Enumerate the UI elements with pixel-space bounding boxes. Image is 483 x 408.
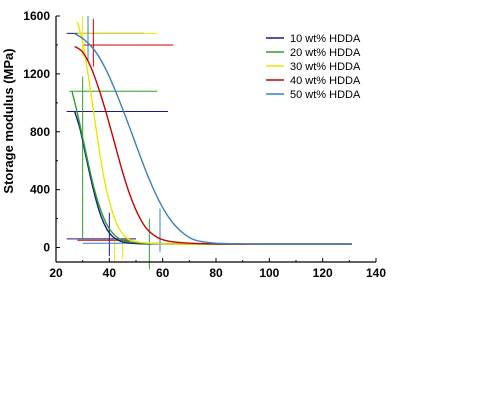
y-axis-title: Storage modulus (MPa) bbox=[1, 48, 16, 193]
y-tick-label: 1200 bbox=[23, 67, 50, 81]
x-tick-label: 100 bbox=[259, 266, 279, 280]
x-axis-ticks: 20 40 60 80 100 120 140 bbox=[49, 258, 386, 280]
y-axis-ticks: 0 400 800 1200 1600 bbox=[23, 9, 60, 255]
legend-label: 20 wt% HDDA bbox=[290, 47, 361, 59]
series-line-20-wt-hdda bbox=[71, 91, 352, 245]
x-tick-label: 40 bbox=[103, 266, 117, 280]
x-tick-label: 20 bbox=[49, 266, 63, 280]
x-tick-label: 60 bbox=[156, 266, 170, 280]
y-tick-label: 1600 bbox=[23, 9, 50, 23]
series-line-50-wt-hdda bbox=[74, 32, 353, 245]
legend-label: 10 wt% HDDA bbox=[290, 33, 361, 45]
y-tick-label: 400 bbox=[30, 183, 50, 197]
axes: 20 40 60 80 100 120 140 0 400 800 1200 1600 bbox=[23, 9, 386, 280]
plot-area bbox=[66, 16, 353, 270]
y-tick-label: 800 bbox=[30, 125, 50, 139]
x-tick-label: 140 bbox=[366, 266, 386, 280]
y-tick-label: 0 bbox=[43, 241, 50, 255]
legend-label: 40 wt% HDDA bbox=[290, 75, 361, 87]
legend-label: 50 wt% HDDA bbox=[290, 89, 361, 101]
x-tick-label: 120 bbox=[313, 266, 333, 280]
series-lines bbox=[71, 21, 353, 245]
x-tick-label: 80 bbox=[209, 266, 223, 280]
legend-label: 30 wt% HDDA bbox=[290, 61, 361, 73]
legend: 10 wt% HDDA 20 wt% HDDA 30 wt% HDDA 40 wt% … bbox=[266, 33, 361, 101]
